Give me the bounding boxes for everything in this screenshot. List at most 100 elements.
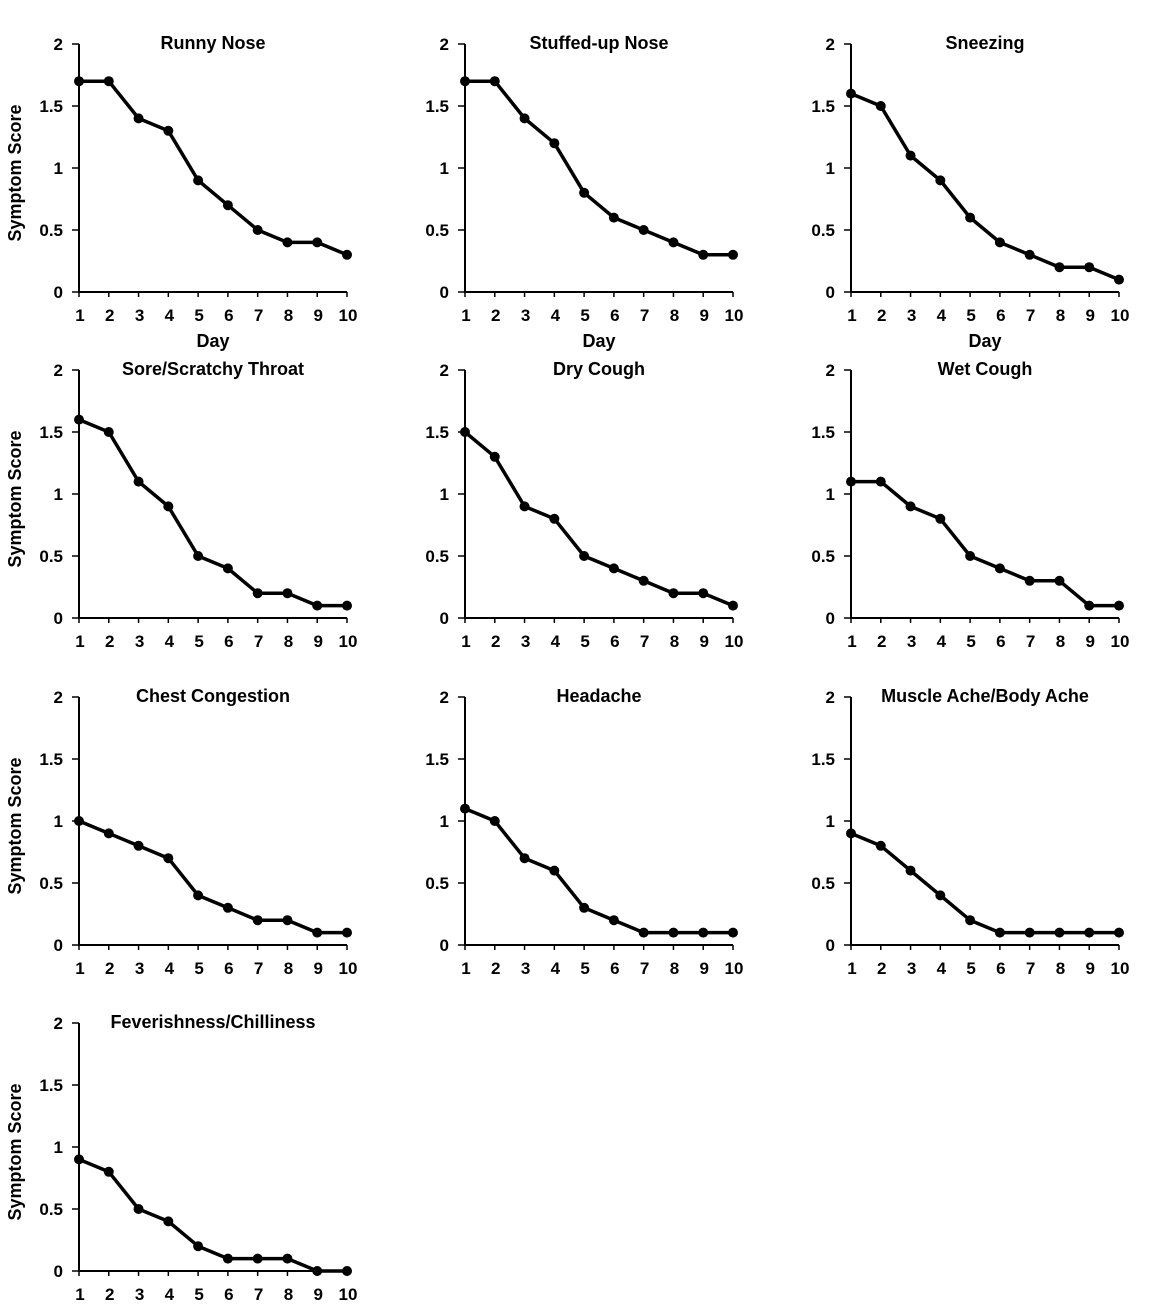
series-line (463, 806, 735, 935)
y-tick-label: 0.5 (39, 1200, 63, 1219)
y-tick-label: 0 (826, 936, 835, 955)
x-tick-label: 2 (877, 959, 886, 978)
data-point (668, 237, 679, 248)
y-tick-label: 2 (54, 688, 63, 707)
x-tick-label: 10 (339, 306, 358, 325)
data-point (163, 125, 174, 136)
x-tick-label: 4 (165, 1285, 175, 1304)
x-tick-label: 6 (610, 959, 619, 978)
data-point (728, 249, 738, 260)
y-axis-label: Symptom Score (5, 1083, 25, 1220)
data-point (1084, 927, 1095, 938)
data-point (905, 865, 916, 876)
data-point (846, 476, 856, 487)
y-tick-label: 0.5 (39, 874, 63, 893)
x-tick-label: 2 (105, 1285, 114, 1304)
data-point (193, 175, 204, 186)
data-point (103, 828, 114, 839)
x-tick-label: 1 (461, 306, 470, 325)
x-tick-label: 6 (996, 306, 1005, 325)
y-tick-label: 1.5 (425, 423, 449, 442)
x-tick-label: 2 (491, 632, 500, 651)
data-point (1024, 927, 1035, 938)
y-tick-label: 2 (826, 35, 835, 54)
y-tick-label: 1.5 (39, 750, 63, 769)
data-point (519, 501, 530, 512)
x-tick-label: 1 (75, 959, 84, 978)
x-tick-label: 4 (165, 306, 175, 325)
x-tick-label: 1 (75, 1285, 84, 1304)
data-point (252, 1253, 263, 1264)
data-point (994, 237, 1005, 248)
x-tick-label: 3 (135, 632, 144, 651)
y-tick-label: 2 (826, 361, 835, 380)
y-tick-label: 1.5 (39, 97, 63, 116)
series-line (77, 1157, 349, 1273)
data-point (905, 501, 916, 512)
data-point (579, 187, 590, 198)
x-tick-label: 8 (1056, 306, 1065, 325)
x-tick-label: 7 (640, 306, 649, 325)
chart-title: Runny Nose (160, 33, 265, 53)
x-tick-label: 10 (1111, 306, 1130, 325)
data-point (905, 150, 916, 161)
data-point (698, 249, 709, 260)
x-tick-label: 2 (105, 632, 114, 651)
x-tick-label: 6 (610, 306, 619, 325)
data-point (1114, 274, 1124, 285)
chart-title: Dry Cough (553, 359, 645, 379)
x-tick-label: 2 (105, 306, 114, 325)
chart-title: Headache (556, 686, 641, 706)
y-tick-label: 1 (826, 485, 835, 504)
y-tick-label: 0 (440, 609, 449, 628)
x-tick-label: 8 (284, 306, 293, 325)
data-point (133, 113, 144, 124)
series-line (77, 417, 349, 608)
x-tick-label: 5 (194, 632, 203, 651)
x-tick-label: 1 (75, 306, 84, 325)
x-tick-label: 1 (75, 632, 84, 651)
data-point (282, 588, 293, 599)
x-tick-label: 8 (1056, 959, 1065, 978)
y-axis-label: Symptom Score (5, 104, 25, 241)
data-point (193, 551, 204, 561)
x-tick-label: 6 (224, 306, 233, 325)
x-tick-label: 2 (491, 306, 500, 325)
chart-panel: 0 0.5 1 1.5 2 1 2 3 4 5 6 7 8 9 10 Chest Congestion Symp… (5, 686, 357, 978)
data-point (1024, 249, 1035, 260)
y-tick-label: 0 (54, 936, 63, 955)
y-tick-label: 1.5 (811, 423, 835, 442)
y-tick-label: 1.5 (425, 97, 449, 116)
data-point (1084, 600, 1095, 611)
data-point (282, 915, 293, 926)
y-axis-label: Symptom Score (5, 430, 25, 567)
data-point (549, 865, 560, 876)
x-tick-label: 3 (521, 632, 530, 651)
data-point (846, 828, 856, 839)
x-tick-label: 10 (339, 959, 358, 978)
data-point (638, 575, 649, 586)
data-point (846, 88, 856, 99)
data-point (1054, 927, 1065, 938)
data-point (1054, 262, 1065, 273)
x-tick-label: 1 (847, 632, 856, 651)
data-point (460, 76, 470, 87)
x-tick-label: 3 (135, 306, 144, 325)
x-tick-label: 5 (580, 306, 589, 325)
data-point (282, 1253, 293, 1264)
y-tick-label: 0.5 (425, 547, 449, 566)
data-point (608, 915, 619, 926)
x-tick-label: 8 (284, 1285, 293, 1304)
chart-title: Chest Congestion (136, 686, 290, 706)
y-tick-label: 2 (440, 361, 449, 380)
data-point (668, 927, 679, 938)
y-tick-label: 2 (440, 688, 449, 707)
data-point (460, 427, 470, 437)
data-point (489, 816, 500, 826)
data-point (1054, 575, 1065, 586)
x-axis-label: Day (582, 331, 615, 351)
data-point (252, 915, 263, 926)
x-tick-label: 7 (1026, 306, 1035, 325)
data-point (994, 563, 1005, 574)
data-point (1024, 575, 1035, 586)
